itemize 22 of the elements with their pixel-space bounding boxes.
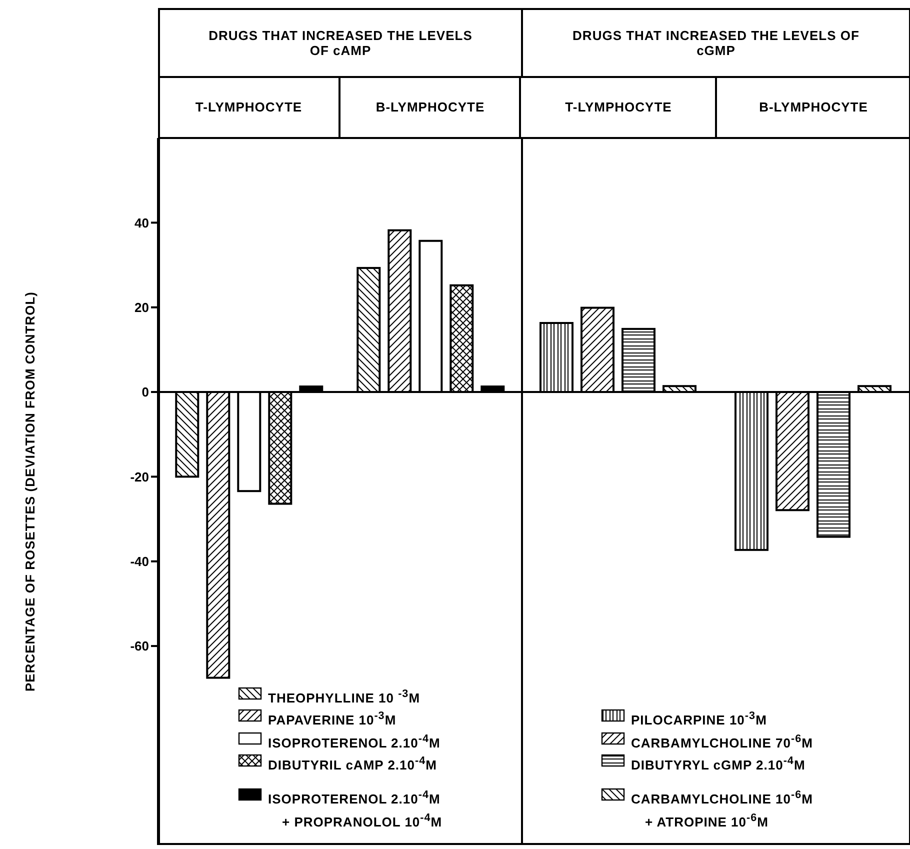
y-tick-label: -60 [130, 638, 149, 654]
y-tick-label: -20 [130, 469, 149, 484]
x-tick-label: B-LYMPHOCYTE [376, 99, 485, 114]
chart-title: DRUGS THAT INCREASED THE LEVELS OF cGMP [572, 28, 860, 58]
chart-title: DRUGS THAT INCREASED THE LEVELS OF cAMP [208, 28, 474, 58]
y-axis-title: PERCENTAGE OF ROSETTES (DEVIATION FROM CONTROL) [22, 291, 38, 692]
x-tick-label: T-LYMPHOCYTE [195, 99, 302, 114]
legend-label: THEOPHYLLINE 10 $^{-3}$M [268, 687, 420, 708]
legend-label: CARBAMYLCHOLINE 70$^{-6}$M [631, 732, 813, 752]
x-tick-label: T-LYMPHOCYTE [565, 99, 672, 114]
text: CARBAMYLCHOLINE 10$^{-6}$M + ATROPINE 10$^{-6}$M [631, 789, 813, 829]
legend-label: ISOPROTERENOL 2.10$^{-4}$M + PROPRANOLOL 10$^{-4}$M [268, 788, 442, 831]
y-tick-label: 40 [134, 215, 149, 230]
y-tick-label: 20 [134, 300, 149, 315]
legend-label: PILOCARPINE 10$^{-3}$M [631, 709, 767, 730]
legend-label: DIBUTYRIL cAMP 2.10$^{-4}$M [268, 754, 437, 774]
legend-label: DIBUTYRYL cGMP 2.10$^{-4}$M [631, 754, 806, 774]
legend-label: PAPAVERINE 10$^{-3}$M [268, 709, 396, 730]
x-tick-label: B-LYMPHOCYTE [759, 99, 868, 114]
y-tick-label: -40 [130, 554, 149, 569]
y-tick-label: 0 [142, 384, 149, 400]
legend-label: ISOPROTERENOL 2.10$^{-4}$M [268, 732, 440, 752]
